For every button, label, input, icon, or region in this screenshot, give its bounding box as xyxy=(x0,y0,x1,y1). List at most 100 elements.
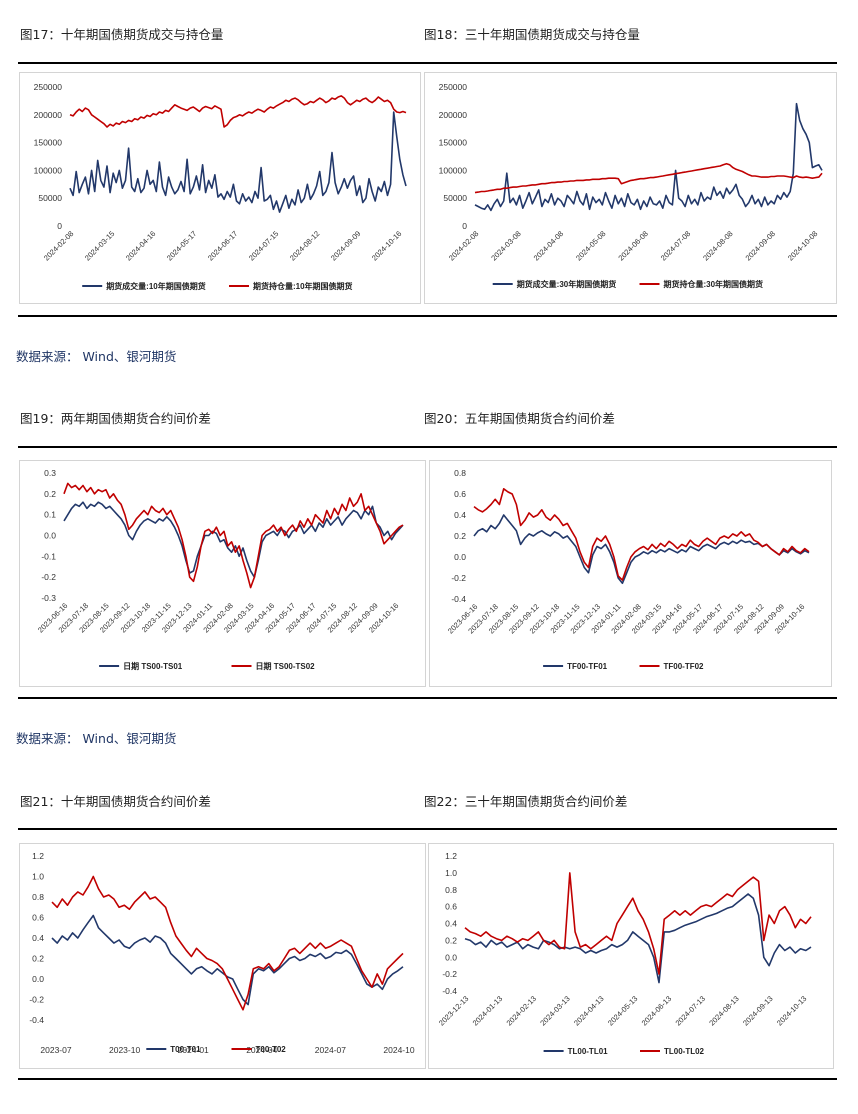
x-tick-label: 2024-08-12 xyxy=(288,229,321,262)
x-tick-label: 2024-06-17 xyxy=(206,229,239,262)
y-tick-label: -0.2 xyxy=(451,573,466,583)
x-tick-label: 2024-08-08 xyxy=(701,229,734,262)
figure-caption: 图18：三十年期国债期货成交与持仓量 xyxy=(424,27,640,42)
chart-panel: -0.4 -0.2 0.0 0.2 0.4 0.6 0.8 2023-06-16 2023-07… xyxy=(429,460,832,687)
y-tick-label: 0.0 xyxy=(32,974,44,984)
x-tick-label: 2024-02-08 xyxy=(447,229,480,262)
x-tick-label: 2024-05-13 xyxy=(606,994,639,1027)
y-tick-label: 0.4 xyxy=(445,919,457,929)
y-tick-label: 100000 xyxy=(439,165,468,175)
data-source-note: 数据来源： Wind、银河期货 xyxy=(16,349,177,364)
series-line-1 xyxy=(69,111,407,213)
y-tick-label: 150000 xyxy=(34,138,63,148)
legend-label: 期货成交量:10年期国债期货 xyxy=(106,281,206,291)
y-tick-label: 0.0 xyxy=(44,531,56,541)
x-tick-label: 2024-07-13 xyxy=(674,994,707,1027)
series-line-2 xyxy=(474,162,823,194)
chart-fig17: 0 50000 100000 150000 200000 250000 2024-02-08… xyxy=(34,82,407,291)
x-tick-label: 2024-08-13 xyxy=(707,994,740,1027)
legend-label: TF00-TF01 xyxy=(567,662,608,671)
chart-panel: -0.3 -0.2 -0.1 0.0 0.1 0.2 0.3 2023-06-16 2023-0… xyxy=(19,460,426,687)
chart-panel: 0 50000 100000 150000 200000 250000 2024-02-08… xyxy=(424,72,837,304)
y-tick-label: 50000 xyxy=(38,193,62,203)
figure-caption: 图21：十年期国债期货合约间价差 xyxy=(20,794,211,809)
y-tick-label: 0.2 xyxy=(454,531,466,541)
y-tick-label: 0.8 xyxy=(32,892,44,902)
legend-label: 期货持仓量:10年期国债期货 xyxy=(253,281,353,291)
divider xyxy=(18,62,837,64)
x-tick-label: 2024-02-13 xyxy=(505,994,538,1027)
y-tick-label: 100000 xyxy=(34,165,63,175)
figure-caption: 图20：五年期国债期货合约间价差 xyxy=(424,411,615,426)
x-tick-label: 2024-07 xyxy=(315,1045,346,1055)
x-tick-label: 2024-06-13 xyxy=(640,994,673,1027)
y-tick-label: 0 xyxy=(57,221,62,231)
series-line-2 xyxy=(69,95,407,128)
legend-label: 日期 TS00-TS01 xyxy=(123,661,183,671)
legend-label: 日期 TS00-TS02 xyxy=(256,661,316,671)
series-line-2 xyxy=(63,482,404,589)
y-tick-label: -0.4 xyxy=(451,594,466,604)
chart-fig21: -0.4 -0.2 0.0 0.2 0.4 0.6 0.8 1.0 1.2 2023-07 2023… xyxy=(29,851,415,1055)
legend-label: TF00-TF02 xyxy=(664,662,705,671)
data-source-note: 数据来源： Wind、银河期货 xyxy=(16,731,177,746)
y-tick-label: 1.2 xyxy=(445,851,457,861)
x-tick-label: 2024-07-08 xyxy=(659,229,692,262)
y-tick-label: 0.4 xyxy=(32,933,44,943)
chart-fig18: 0 50000 100000 150000 200000 250000 2024-02-08… xyxy=(439,82,823,289)
y-tick-label: 0.6 xyxy=(445,902,457,912)
x-tick-label: 2024-05-08 xyxy=(574,229,607,262)
series-line-1 xyxy=(474,102,823,212)
x-tick-label: 2024-03-13 xyxy=(538,994,571,1027)
y-tick-label: 50000 xyxy=(443,193,467,203)
y-tick-label: 0.1 xyxy=(44,510,56,520)
legend-label: 期货成交量:30年期国债期货 xyxy=(517,279,617,289)
series-line-1 xyxy=(464,893,812,984)
legend-label: TL00-TL02 xyxy=(664,1047,705,1056)
divider xyxy=(18,828,837,830)
chart-panel: -0.4 -0.2 0.0 0.2 0.4 0.6 0.8 1.0 1.2 2023-07 2023… xyxy=(19,843,426,1069)
x-tick-label: 2024-09-13 xyxy=(741,994,774,1027)
divider xyxy=(18,1078,837,1080)
figure-caption: 图19：两年期国债期货合约间价差 xyxy=(20,411,211,426)
chart-panel: -0.4 -0.2 0.0 0.2 0.4 0.6 0.8 1.0 1.2 2023-12-13 2… xyxy=(428,843,834,1069)
figure-caption: 图22：三十年期国债期货合约间价差 xyxy=(424,794,628,809)
x-tick-label: 2024-06-08 xyxy=(616,229,649,262)
legend-label: TL00-TL01 xyxy=(568,1047,609,1056)
x-tick-label: 2024-02-08 xyxy=(42,229,75,262)
x-tick-label: 2024-07-15 xyxy=(247,229,280,262)
y-tick-label: 1.0 xyxy=(445,868,457,878)
y-tick-label: -0.2 xyxy=(29,995,44,1005)
y-tick-label: -0.4 xyxy=(29,1015,44,1025)
y-tick-label: -0.3 xyxy=(41,593,56,603)
y-tick-label: 0.3 xyxy=(44,468,56,478)
series-line-1 xyxy=(51,914,404,1006)
x-tick-label: 2024-04-16 xyxy=(124,229,157,262)
divider xyxy=(18,446,837,448)
y-tick-label: 0.2 xyxy=(44,489,56,499)
y-tick-label: 0.2 xyxy=(32,954,44,964)
x-tick-label: 2024-10-16 xyxy=(370,229,403,262)
x-tick-label: 2024-01 xyxy=(178,1045,209,1055)
x-tick-label: 2024-04-08 xyxy=(532,229,565,262)
y-tick-label: -0.2 xyxy=(41,572,56,582)
y-tick-label: 0 xyxy=(462,221,467,231)
y-tick-label: -0.1 xyxy=(41,551,56,561)
y-tick-label: 0.0 xyxy=(445,952,457,962)
y-tick-label: 0.0 xyxy=(454,552,466,562)
series-line-2 xyxy=(464,872,812,975)
legend-label: T00-T02 xyxy=(256,1045,287,1054)
x-tick-label: 2023-10 xyxy=(109,1045,140,1055)
y-tick-label: 1.0 xyxy=(32,872,44,882)
x-tick-label: 2024-01-13 xyxy=(471,994,504,1027)
x-tick-label: 2024-04-13 xyxy=(572,994,605,1027)
x-tick-label: 2024-10 xyxy=(383,1045,414,1055)
y-tick-label: 0.4 xyxy=(454,510,466,520)
x-tick-label: 2024-10-13 xyxy=(775,994,808,1027)
series-line-1 xyxy=(473,514,810,585)
y-tick-label: -0.4 xyxy=(442,986,457,996)
figure-caption: 图17：十年期国债期货成交与持仓量 xyxy=(20,27,224,42)
x-tick-label: 2024-04 xyxy=(246,1045,277,1055)
divider xyxy=(18,315,837,317)
x-tick-label: 2024-09-08 xyxy=(744,229,777,262)
